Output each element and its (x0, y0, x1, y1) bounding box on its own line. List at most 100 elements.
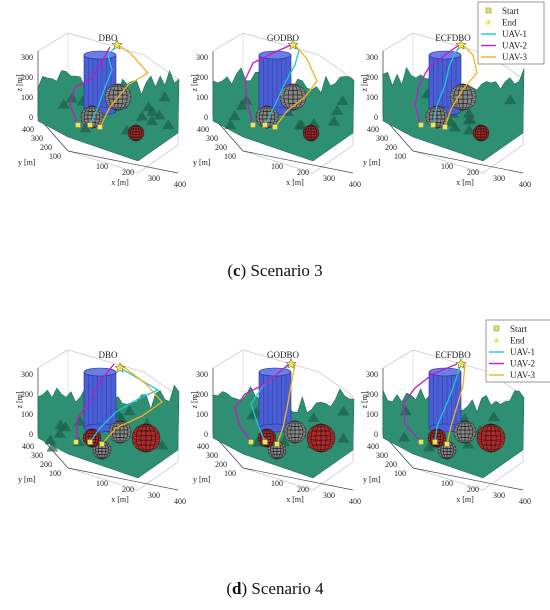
x-axis-label: x [m] (111, 178, 129, 187)
sphere-obstacle-gray-parallel (284, 433, 306, 438)
panel-title: ECFDBO (435, 350, 471, 360)
x-tick-label: 300 (493, 174, 505, 183)
sphere-obstacle-gray-parallel (80, 115, 104, 119)
terrain-peak (487, 411, 500, 422)
x-axis-label: x [m] (111, 495, 129, 504)
x-tick-label: 400 (349, 180, 361, 189)
caption-text: Scenario 3 (250, 261, 323, 280)
sphere-obstacle-red-parallel (304, 126, 318, 130)
sphere-obstacle-gray-parallel (270, 454, 284, 458)
sphere-obstacle-red-parallel (306, 435, 336, 441)
sphere-obstacle-gray-meridian (83, 105, 101, 129)
uav-2-path (69, 46, 111, 126)
y-tick-label: 200 (40, 143, 52, 152)
uav-3-path (444, 44, 478, 128)
y-tick-label: 300 (206, 451, 218, 460)
y-tick-label: 100 (394, 152, 406, 161)
z-tick-label: 100 (21, 410, 33, 419)
start-marker (262, 439, 268, 445)
sphere-obstacle-red-parallel (85, 430, 99, 434)
sphere-obstacle-gray-meridian (258, 105, 276, 129)
x-tick-label: 200 (467, 485, 479, 494)
sphere-obstacle-red-meridian (310, 423, 332, 453)
y-axis-label: y [m] (193, 158, 211, 167)
cylinder-top (258, 50, 292, 60)
terrain-peak (399, 405, 412, 416)
y-axis-label: y [m] (363, 475, 381, 484)
sphere-obstacle-red-meridian (304, 124, 318, 142)
sphere-obstacle-red-meridian (474, 124, 488, 142)
panel-title: ECFDBO (435, 33, 471, 43)
z-tick-label: 200 (366, 390, 378, 399)
x-tick-label: 400 (174, 180, 186, 189)
sphere-obstacle-gray-meridian (95, 440, 109, 460)
sphere-obstacle-gray-parallel (105, 99, 131, 104)
terrain-peak (156, 439, 169, 450)
x-tick-label: 300 (323, 491, 335, 500)
sphere-obstacle-gray-parallel (268, 451, 286, 455)
sphere-obstacle-red-parallel (474, 136, 488, 140)
z-tick-label: 200 (21, 73, 33, 82)
sphere-obstacle-gray-parallel (280, 99, 306, 104)
y-tick-label: 100 (49, 152, 61, 161)
caption-letter: d (232, 579, 242, 598)
sphere-obstacle-red-parallel (83, 433, 101, 437)
uav-2-path (402, 363, 458, 443)
sphere-obstacle-gray-parallel (440, 454, 454, 458)
terrain-peak (59, 421, 72, 432)
y-tick-label: 400 (197, 442, 209, 451)
sphere-obstacle-red-parallel (131, 435, 161, 441)
sphere-obstacle-gray-parallel (456, 422, 474, 427)
sphere-obstacle-gray-parallel (92, 448, 112, 452)
end-marker (287, 38, 299, 50)
y-tick-label: 100 (394, 469, 406, 478)
terrain-peak (448, 121, 461, 132)
uav-3-path (446, 363, 466, 445)
z-axis-label: z [m] (15, 74, 24, 91)
y-tick-label: 400 (367, 125, 379, 134)
legend-entry-uav-1: UAV-1 (489, 347, 535, 357)
terrain-peak (142, 101, 155, 112)
sphere-obstacle-red-parallel (473, 128, 489, 132)
start-marker (444, 441, 450, 447)
sphere-obstacle-gray-parallel (279, 94, 307, 100)
sphere-obstacle-gray-meridian (286, 420, 304, 444)
z-tick-label: 0 (374, 430, 378, 439)
z-axis-label: z [m] (360, 391, 369, 408)
cylinder-top (428, 367, 462, 377)
legend-entry-end: ★ End (484, 18, 517, 28)
sphere-obstacle-red (302, 124, 320, 142)
sphere-obstacle-gray-parallel (108, 86, 128, 91)
uav-2-path (244, 44, 292, 126)
legend-star-icon: ★ (492, 336, 500, 346)
sphere-obstacle-red-parallel (480, 445, 502, 450)
start-marker (87, 439, 93, 445)
legend-label: UAV-1 (502, 29, 527, 39)
sphere-obstacle-red-parallel (473, 134, 489, 138)
y-axis-label: y [m] (18, 158, 36, 167)
z-tick-label: 100 (196, 410, 208, 419)
y-tick-label: 400 (367, 442, 379, 451)
x-axis-label: x [m] (456, 495, 474, 504)
sphere-obstacle-gray-parallel (255, 115, 279, 119)
legend-label: UAV-3 (502, 52, 528, 62)
sphere-obstacle-gray-parallel (437, 448, 457, 452)
z-tick-label: 0 (204, 430, 208, 439)
x-tick-label: 100 (441, 479, 453, 488)
legend-label: UAV-2 (502, 41, 527, 51)
sphere-obstacle-red-meridian (260, 428, 274, 448)
z-axis-label: z [m] (360, 74, 369, 91)
sphere-obstacle-red-parallel (304, 136, 318, 140)
start-marker (432, 439, 438, 445)
y-tick-label: 200 (40, 460, 52, 469)
sphere-obstacle-gray-parallel (286, 422, 304, 427)
x-tick-label: 400 (349, 497, 361, 506)
uav-3-path (274, 44, 318, 128)
legend-entry-start: Start (493, 324, 527, 334)
terrain-peak (162, 119, 175, 130)
uav-1-path (432, 44, 462, 126)
legend-entry-start: Start (485, 6, 519, 16)
x-axis-line (412, 150, 524, 174)
x-axis-line (242, 467, 354, 491)
